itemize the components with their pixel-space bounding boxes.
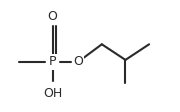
Text: OH: OH <box>43 87 62 100</box>
Text: P: P <box>49 55 56 68</box>
Text: O: O <box>73 55 83 68</box>
Text: O: O <box>48 10 58 23</box>
